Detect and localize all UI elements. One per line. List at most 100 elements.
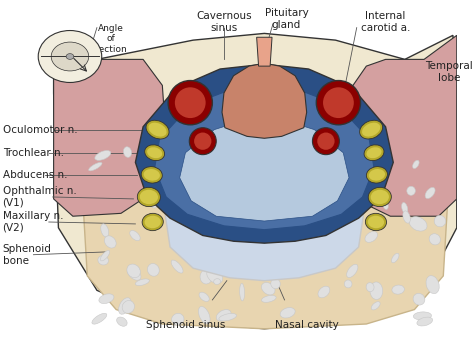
Ellipse shape xyxy=(199,306,210,324)
Ellipse shape xyxy=(366,167,387,183)
Ellipse shape xyxy=(172,217,188,225)
Ellipse shape xyxy=(199,292,209,301)
Ellipse shape xyxy=(168,200,183,212)
Ellipse shape xyxy=(434,215,446,227)
Circle shape xyxy=(323,87,354,118)
Ellipse shape xyxy=(330,156,346,167)
Ellipse shape xyxy=(401,202,408,214)
Polygon shape xyxy=(82,122,448,329)
Ellipse shape xyxy=(274,171,291,176)
Ellipse shape xyxy=(362,123,380,136)
Ellipse shape xyxy=(277,221,293,231)
Ellipse shape xyxy=(413,312,431,320)
Ellipse shape xyxy=(364,145,384,161)
Ellipse shape xyxy=(95,150,111,160)
Ellipse shape xyxy=(219,314,237,321)
Ellipse shape xyxy=(413,293,425,305)
Ellipse shape xyxy=(342,193,350,203)
Text: Angle
of
section: Angle of section xyxy=(95,24,128,54)
Ellipse shape xyxy=(417,317,433,326)
Ellipse shape xyxy=(278,270,292,278)
Circle shape xyxy=(168,81,212,125)
Ellipse shape xyxy=(207,268,223,284)
Ellipse shape xyxy=(429,234,440,245)
Polygon shape xyxy=(345,35,457,216)
Ellipse shape xyxy=(66,54,74,60)
Ellipse shape xyxy=(123,147,132,157)
Ellipse shape xyxy=(311,159,324,168)
Polygon shape xyxy=(222,63,307,138)
Ellipse shape xyxy=(425,187,435,198)
Text: Internal
carotid a.: Internal carotid a. xyxy=(361,11,410,33)
Polygon shape xyxy=(54,35,166,216)
Ellipse shape xyxy=(235,184,243,192)
Ellipse shape xyxy=(407,186,415,195)
Circle shape xyxy=(175,87,206,118)
Text: Temporal
lobe: Temporal lobe xyxy=(425,61,473,83)
Ellipse shape xyxy=(280,307,295,318)
Ellipse shape xyxy=(301,172,310,185)
Ellipse shape xyxy=(135,279,149,286)
Ellipse shape xyxy=(147,147,162,158)
Ellipse shape xyxy=(326,146,334,158)
Ellipse shape xyxy=(148,123,167,136)
Ellipse shape xyxy=(151,196,162,208)
Ellipse shape xyxy=(412,160,419,169)
Circle shape xyxy=(189,128,216,155)
Ellipse shape xyxy=(99,294,114,304)
Ellipse shape xyxy=(260,237,271,244)
Ellipse shape xyxy=(311,146,324,160)
Ellipse shape xyxy=(368,187,392,207)
Ellipse shape xyxy=(333,216,340,224)
Ellipse shape xyxy=(137,187,160,207)
Ellipse shape xyxy=(371,198,382,206)
Ellipse shape xyxy=(365,232,377,242)
Ellipse shape xyxy=(89,162,102,171)
Ellipse shape xyxy=(146,120,169,139)
Ellipse shape xyxy=(172,313,184,325)
Ellipse shape xyxy=(371,302,380,310)
Text: Ophthalmic n.
(V1): Ophthalmic n. (V1) xyxy=(3,186,76,208)
Ellipse shape xyxy=(140,152,154,167)
Ellipse shape xyxy=(101,224,109,237)
Circle shape xyxy=(317,132,335,150)
Ellipse shape xyxy=(127,267,141,280)
Ellipse shape xyxy=(147,264,159,276)
Text: Sphenoid
bone: Sphenoid bone xyxy=(3,244,52,265)
Ellipse shape xyxy=(214,279,220,285)
Polygon shape xyxy=(136,64,393,243)
Text: Nasal cavity: Nasal cavity xyxy=(275,320,338,330)
Circle shape xyxy=(312,128,339,155)
Ellipse shape xyxy=(304,256,312,264)
Text: Oculomotor n.: Oculomotor n. xyxy=(3,124,77,135)
Ellipse shape xyxy=(346,240,357,252)
Circle shape xyxy=(316,81,361,125)
Ellipse shape xyxy=(122,301,135,313)
Ellipse shape xyxy=(262,295,276,302)
Ellipse shape xyxy=(366,147,382,158)
Ellipse shape xyxy=(214,255,228,265)
Polygon shape xyxy=(155,86,374,230)
Ellipse shape xyxy=(319,245,327,252)
Ellipse shape xyxy=(360,120,383,139)
Ellipse shape xyxy=(92,313,107,324)
Ellipse shape xyxy=(142,213,164,231)
Ellipse shape xyxy=(130,231,140,241)
Ellipse shape xyxy=(346,264,358,278)
Ellipse shape xyxy=(358,179,368,188)
Ellipse shape xyxy=(344,280,352,288)
Ellipse shape xyxy=(145,216,161,228)
Ellipse shape xyxy=(100,250,109,261)
Ellipse shape xyxy=(280,264,290,276)
Ellipse shape xyxy=(368,216,384,228)
Ellipse shape xyxy=(366,282,374,292)
Ellipse shape xyxy=(118,298,131,314)
Ellipse shape xyxy=(51,42,89,71)
Ellipse shape xyxy=(369,193,379,203)
Ellipse shape xyxy=(392,253,399,263)
Text: Trochlear n.: Trochlear n. xyxy=(3,148,64,158)
Polygon shape xyxy=(180,115,349,221)
Ellipse shape xyxy=(98,256,109,265)
Ellipse shape xyxy=(198,236,213,244)
Ellipse shape xyxy=(260,227,269,236)
